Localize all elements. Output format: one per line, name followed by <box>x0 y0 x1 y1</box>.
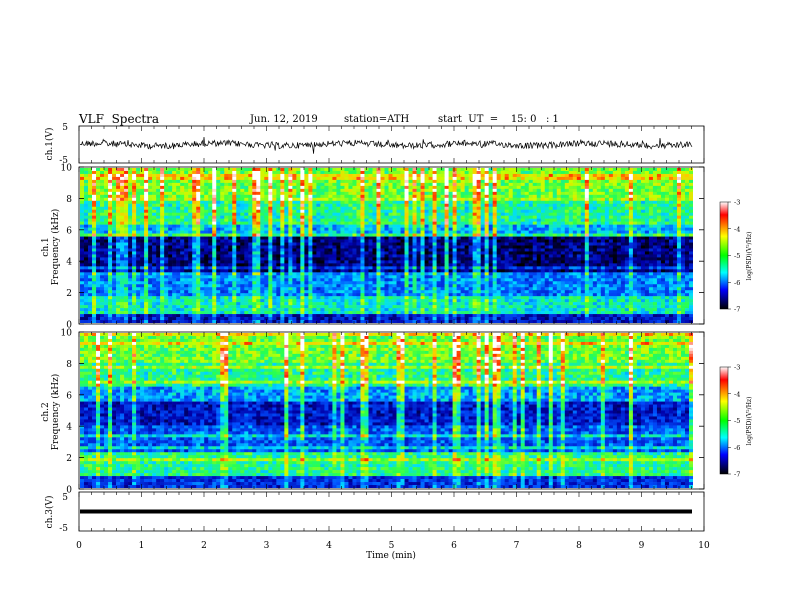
ch3-ytick-label: -5 <box>59 524 68 534</box>
ch1-ytick-label: -5 <box>59 156 68 166</box>
colorbar-tick-label: -3 <box>734 199 740 207</box>
ch3-ytick-label: 5 <box>62 493 68 503</box>
header-start-time: start UT = 15: 0 : 1 <box>438 114 559 125</box>
x-axis-label: Time (min) <box>366 550 416 561</box>
colorbar-2 <box>719 366 729 475</box>
xtick-label: 1 <box>139 541 145 551</box>
header-station: station=ATH <box>344 114 410 125</box>
spec-ytick-label: 0 <box>66 486 72 496</box>
spec-ytick-label: 10 <box>61 329 73 339</box>
colorbar-tick-label: -4 <box>734 225 740 233</box>
header-date: Jun. 12, 2019 <box>250 114 318 125</box>
spec-ylabel-channel: ch.2 <box>41 402 51 421</box>
xtick-label: 7 <box>514 541 520 551</box>
xtick-label: 10 <box>698 541 710 551</box>
spec-ytick-label: 4 <box>66 258 72 268</box>
colorbar-tick-label: -7 <box>734 306 740 314</box>
ch1-waveform-trace <box>79 136 693 154</box>
colorbar-label: log(PSD)(V²/Hz) <box>746 232 753 281</box>
xtick-label: 2 <box>201 541 207 551</box>
colorbar-label: log(PSD)(V²/Hz) <box>746 397 753 446</box>
xtick-label: 5 <box>389 541 395 551</box>
ch1-wave-ylabel: ch.1(V) <box>44 128 55 161</box>
chart-title: VLF Spectra <box>79 112 160 126</box>
spec-ytick-label: 2 <box>66 454 72 464</box>
spec-ytick-label: 6 <box>66 226 72 236</box>
spec-ytick-label: 0 <box>66 321 72 331</box>
colorbar-tick-label: -6 <box>734 444 740 452</box>
colorbar-tick-label: -5 <box>734 417 740 425</box>
spec-ytick-label: 2 <box>66 289 72 299</box>
xtick-label: 3 <box>264 541 270 551</box>
colorbar-tick-label: -7 <box>734 471 740 479</box>
xtick-label: 9 <box>639 541 645 551</box>
ch3-wave-ylabel: ch.3(V) <box>44 496 55 529</box>
ch1-ytick-label: 5 <box>62 123 68 133</box>
spec-ytick-label: 10 <box>61 164 73 174</box>
spec-ytick-label: 4 <box>66 423 72 433</box>
spec-ytick-label: 6 <box>66 391 72 401</box>
colorbar-tick-label: -4 <box>734 390 740 398</box>
xtick-label: 0 <box>76 541 82 551</box>
ch1-spectrogram <box>80 168 693 323</box>
spec-ylabel-frequency: Frequency (kHz) <box>50 374 61 451</box>
ch1-waveform-line <box>79 136 693 154</box>
colorbar-tick-label: -5 <box>734 252 740 260</box>
colorbar-tick-label: -6 <box>734 279 740 287</box>
colorbar-1 <box>719 201 729 310</box>
xtick-label: 4 <box>326 541 332 551</box>
spec-ylabel-frequency: Frequency (kHz) <box>50 209 61 286</box>
xtick-label: 6 <box>451 541 457 551</box>
ch2-spectrogram <box>80 333 693 488</box>
colorbar-tick-label: -3 <box>734 364 740 372</box>
spec-ylabel-channel: ch.1 <box>41 237 51 256</box>
ch3-waveform-trace <box>80 509 692 514</box>
spec-ytick-label: 8 <box>66 195 72 205</box>
ch3-waveform-line <box>80 509 692 514</box>
xtick-label: 8 <box>576 541 582 551</box>
spec-ytick-label: 8 <box>66 360 72 370</box>
colorbar-ticks: -3 -4 -5 -6 -7 log(PSD)(V²/Hz) -3 -4 -5 -6 -7 log(P… <box>728 199 753 479</box>
